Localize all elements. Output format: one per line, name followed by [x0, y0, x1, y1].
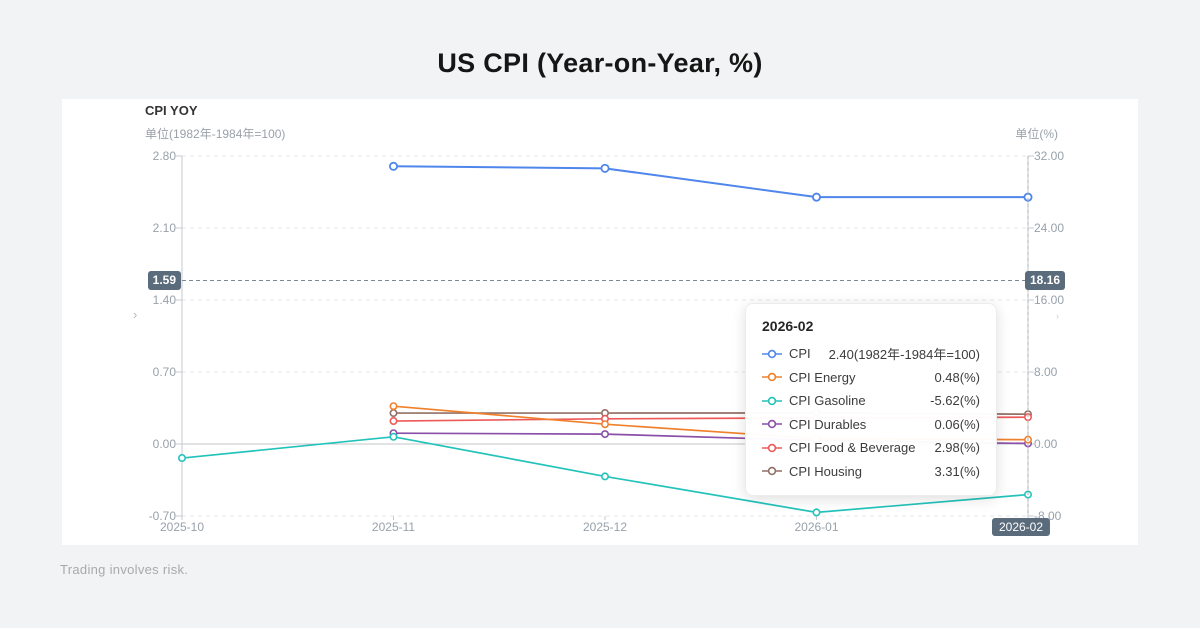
tooltip-series-name: CPI [789, 346, 811, 362]
x-axis-label: 2025-10 [159, 520, 205, 534]
right-axis-tick: 32.00 [1034, 149, 1065, 163]
right-axis-unit-label: 单位(%) [1015, 127, 1058, 141]
tooltip-series-row: CPI 2.40(1982年-1984年=100) [762, 342, 980, 366]
right-axis-tick: 16.00 [1034, 293, 1065, 307]
tooltip-series-value: 2.40(1982年-1984年=100) [828, 347, 980, 363]
pan-arrow-left-icon[interactable]: › [133, 307, 138, 322]
tooltip-series-name: CPI Housing [789, 463, 862, 479]
pan-arrow-right-icon[interactable]: › [1056, 311, 1059, 321]
left-axis-tick: 2.80 [152, 149, 176, 163]
tooltip-series-row: CPI Gasoline -5.62(%) [762, 389, 980, 413]
x-axis-pointer-badge: 2026-02 [991, 518, 1051, 536]
tooltip-series-row: CPI Food & Beverage 2.98(%) [762, 436, 980, 460]
left-axis-tick: 0.70 [152, 365, 176, 379]
series-marker-icon [762, 373, 782, 382]
tooltip-series-value: 0.48(%) [934, 369, 980, 385]
right-axis-pointer-badge: 18.16 [1025, 271, 1066, 290]
x-axis-label: 2026-01 [794, 520, 839, 534]
left-axis-pointer-badge: 1.59 [147, 271, 181, 290]
tooltip-series-value: -5.62(%) [930, 393, 980, 409]
x-axis-label: 2025-12 [582, 520, 628, 534]
tooltip-series-name: CPI Food & Beverage [789, 440, 916, 456]
x-axis-label: 2025-11 [371, 520, 416, 534]
left-axis-unit-label: 单位(1982年-1984年=100) [145, 127, 286, 141]
tooltip-date-title: 2026-02 [762, 318, 814, 334]
tooltip-series-name: CPI Energy [789, 369, 856, 385]
right-axis-tick: 8.00 [1034, 365, 1058, 379]
series-marker-icon [762, 420, 782, 429]
tooltip-series-value: 0.06(%) [934, 416, 980, 432]
left-axis-tick: 1.40 [152, 293, 176, 307]
series-marker-icon [762, 349, 782, 358]
tooltip-series-value: 3.31(%) [934, 463, 980, 479]
series-marker-icon [762, 467, 782, 476]
risk-disclaimer: Trading involves risk. [60, 562, 189, 577]
left-axis-tick: 2.10 [152, 221, 176, 235]
right-axis-tick: 0.00 [1034, 437, 1058, 451]
tooltip-series-row: CPI Durables 0.06(%) [762, 413, 980, 437]
page-title: US CPI (Year-on-Year, %) [437, 48, 763, 78]
tooltip-series-name: CPI Durables [789, 416, 867, 432]
right-axis-tick: 24.00 [1034, 221, 1065, 235]
series-marker-icon [762, 443, 782, 452]
chart-panel-title: CPI YOY [145, 103, 198, 118]
tooltip-series-name: CPI Gasoline [789, 393, 866, 409]
series-marker-icon [762, 396, 782, 405]
left-axis-tick: -0.70 [148, 509, 176, 523]
tooltip-series-value: 2.98(%) [934, 440, 980, 456]
tooltip-series-row: CPI Housing 3.31(%) [762, 460, 980, 484]
tooltip-series-row: CPI Energy 0.48(%) [762, 366, 980, 390]
chart-tooltip: 2026-02 CPI 2.40(1982年-1984年=100) CPI Ener… [745, 303, 997, 496]
left-axis-tick: 0.00 [152, 437, 176, 451]
